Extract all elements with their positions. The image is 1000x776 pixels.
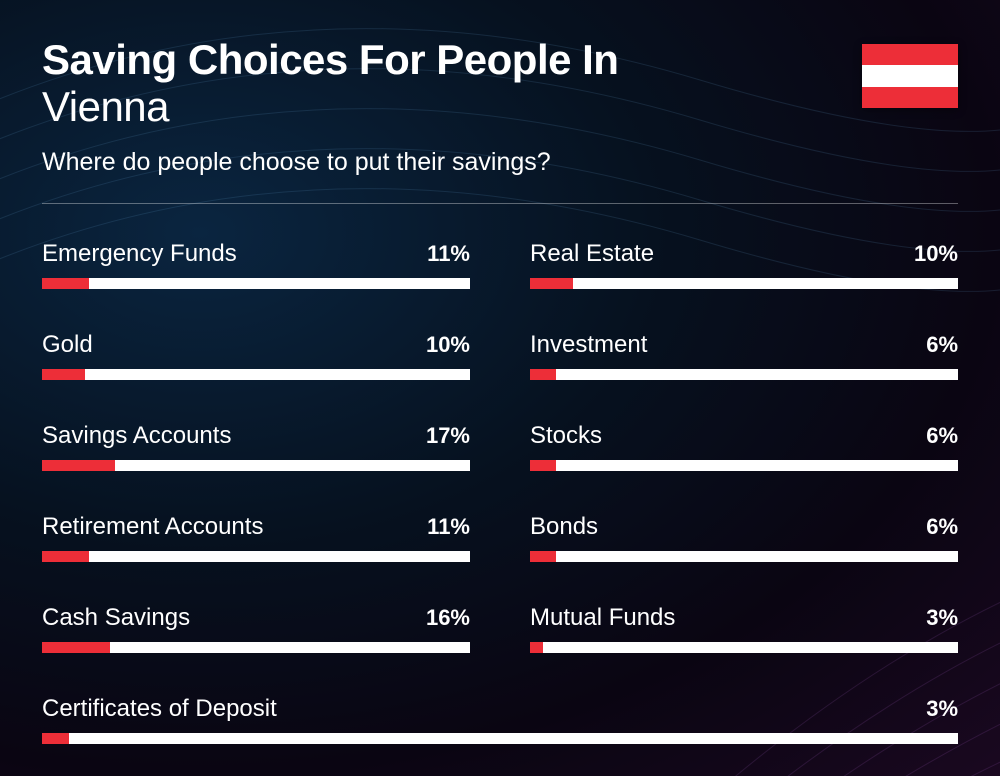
title-line1: Saving Choices For People In <box>42 38 862 82</box>
bar-item-head: Stocks 6% <box>530 422 958 450</box>
bar-track <box>530 278 958 289</box>
header: Saving Choices For People In Vienna Wher… <box>42 38 958 177</box>
bar-item-percent: 3% <box>926 696 958 722</box>
divider <box>42 203 958 204</box>
bar-item: Stocks 6% <box>530 422 958 471</box>
bar-item-label: Investment <box>530 331 647 359</box>
bar-item-head: Investment 6% <box>530 331 958 359</box>
bar-fill <box>530 551 556 562</box>
bar-item-head: Bonds 6% <box>530 513 958 541</box>
bar-fill <box>42 642 110 653</box>
bar-item-label: Gold <box>42 331 93 359</box>
bar-item-label: Certificates of Deposit <box>42 695 277 723</box>
bar-item-label: Retirement Accounts <box>42 513 263 541</box>
bar-item: Bonds 6% <box>530 513 958 562</box>
bar-item-head: Mutual Funds 3% <box>530 604 958 632</box>
bar-item-percent: 11% <box>427 514 470 540</box>
bar-item-label: Mutual Funds <box>530 604 675 632</box>
bar-fill <box>530 278 573 289</box>
title-line2: Vienna <box>42 84 862 130</box>
bar-track <box>530 642 958 653</box>
bar-item-percent: 17% <box>426 423 470 449</box>
flag-stripe-bot <box>862 87 958 108</box>
bar-track <box>42 733 958 744</box>
bar-track <box>530 460 958 471</box>
bar-item-label: Bonds <box>530 513 598 541</box>
bar-track <box>42 460 470 471</box>
bar-item: Cash Savings 16% <box>42 604 470 653</box>
bar-item-head: Real Estate 10% <box>530 240 958 268</box>
bar-item-percent: 10% <box>426 332 470 358</box>
bar-item-percent: 11% <box>427 241 470 267</box>
bar-item-head: Retirement Accounts 11% <box>42 513 470 541</box>
bar-track <box>530 369 958 380</box>
title-block: Saving Choices For People In Vienna Wher… <box>42 38 862 177</box>
bar-track <box>42 278 470 289</box>
content: Saving Choices For People In Vienna Wher… <box>0 0 1000 744</box>
bar-item-percent: 6% <box>926 332 958 358</box>
bar-track <box>42 369 470 380</box>
bar-item-head: Certificates of Deposit 3% <box>42 695 958 723</box>
flag-austria <box>862 44 958 108</box>
bar-item-head: Cash Savings 16% <box>42 604 470 632</box>
bar-item-head: Gold 10% <box>42 331 470 359</box>
bar-item-label: Real Estate <box>530 240 654 268</box>
bar-track <box>42 642 470 653</box>
bar-fill <box>530 460 556 471</box>
bar-fill <box>530 642 543 653</box>
bar-fill <box>42 460 115 471</box>
bar-item: Retirement Accounts 11% <box>42 513 470 562</box>
bar-item: Certificates of Deposit 3% <box>42 695 958 744</box>
bar-item-label: Emergency Funds <box>42 240 237 268</box>
bar-item: Mutual Funds 3% <box>530 604 958 653</box>
bar-item-head: Savings Accounts 17% <box>42 422 470 450</box>
subtitle: Where do people choose to put their savi… <box>42 148 862 177</box>
bar-item-percent: 6% <box>926 423 958 449</box>
bar-fill <box>42 369 85 380</box>
bar-item: Gold 10% <box>42 331 470 380</box>
bar-item: Emergency Funds 11% <box>42 240 470 289</box>
bar-track <box>42 551 470 562</box>
bar-fill <box>42 551 89 562</box>
bar-item-head: Emergency Funds 11% <box>42 240 470 268</box>
bar-item-label: Savings Accounts <box>42 422 231 450</box>
flag-stripe-top <box>862 44 958 65</box>
items-grid: Emergency Funds 11% Real Estate 10% Gold 10% I… <box>42 240 958 744</box>
bar-item: Savings Accounts 17% <box>42 422 470 471</box>
bar-item-percent: 3% <box>926 605 958 631</box>
bar-item-percent: 16% <box>426 605 470 631</box>
bar-item-percent: 10% <box>914 241 958 267</box>
bar-track <box>530 551 958 562</box>
bar-fill <box>42 733 69 744</box>
bar-item: Investment 6% <box>530 331 958 380</box>
bar-item: Real Estate 10% <box>530 240 958 289</box>
bar-fill <box>42 278 89 289</box>
bar-item-label: Stocks <box>530 422 602 450</box>
bar-item-percent: 6% <box>926 514 958 540</box>
flag-stripe-mid <box>862 65 958 86</box>
bar-item-label: Cash Savings <box>42 604 190 632</box>
bar-fill <box>530 369 556 380</box>
